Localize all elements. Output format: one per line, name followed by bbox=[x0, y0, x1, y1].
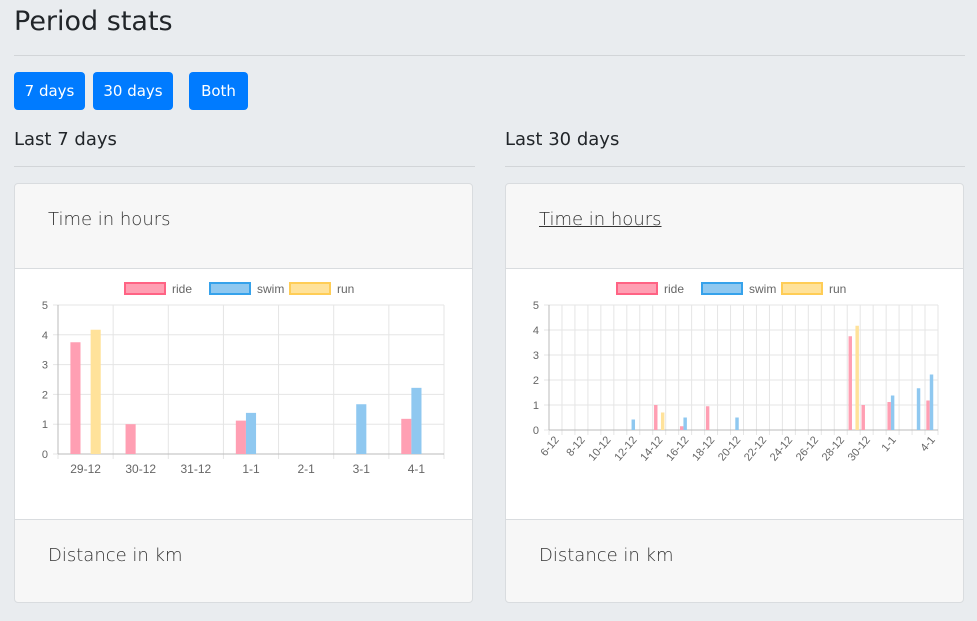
card-header-label: Time in hours bbox=[48, 209, 171, 230]
bar-run bbox=[90, 329, 101, 454]
x-tick-label: 4-1 bbox=[918, 434, 937, 454]
x-tick-label: 31-12 bbox=[181, 462, 212, 476]
legend-label-ride: ride bbox=[664, 282, 684, 296]
y-tick-label: 1 bbox=[42, 419, 48, 431]
7-days-button[interactable]: 7 days bbox=[14, 72, 85, 110]
bar-swim bbox=[631, 419, 636, 430]
legend-swatch-ride bbox=[124, 282, 166, 295]
legend-label-run: run bbox=[337, 282, 354, 296]
x-tick-label: 22-12 bbox=[742, 434, 769, 463]
card-header: Time in hours bbox=[15, 184, 472, 269]
bar-ride bbox=[848, 336, 852, 430]
left-section-divider bbox=[14, 166, 475, 167]
card-header[interactable]: Time in hours bbox=[506, 184, 963, 269]
y-tick-label: 2 bbox=[42, 389, 48, 401]
card-header-link[interactable]: Time in hours bbox=[539, 209, 662, 230]
bar-run bbox=[855, 325, 859, 430]
x-tick-label: 16-12 bbox=[664, 434, 691, 463]
legend-label-swim: swim bbox=[749, 282, 776, 296]
y-tick-label: 0 bbox=[533, 425, 539, 437]
bar-swim bbox=[890, 395, 895, 430]
y-tick-label: 4 bbox=[42, 330, 48, 342]
legend-label-swim: swim bbox=[257, 282, 284, 296]
bar-ride bbox=[887, 402, 891, 430]
30-days-button[interactable]: 30 days bbox=[93, 72, 173, 110]
bar-ride bbox=[235, 420, 246, 454]
page-title: Period stats bbox=[14, 6, 173, 37]
bar-ride bbox=[125, 424, 136, 454]
bar-ride bbox=[926, 400, 930, 430]
y-tick-label: 2 bbox=[533, 375, 539, 387]
x-tick-label: 30-12 bbox=[846, 434, 873, 463]
y-tick-label: 1 bbox=[533, 400, 539, 412]
last-30-days-heading: Last 30 days bbox=[505, 129, 620, 150]
card-footer-label: Distance in km bbox=[48, 545, 183, 566]
legend-swatch-run bbox=[289, 282, 331, 295]
x-tick-label: 30-12 bbox=[125, 462, 156, 476]
legend-swatch-swim bbox=[701, 282, 743, 295]
last-7-days-heading: Last 7 days bbox=[14, 129, 117, 150]
time-card-30-days: Time in hours 0 1 2 3 4 5 6-12 8-12 10-12 12-12 14… bbox=[505, 183, 964, 603]
bar-swim bbox=[916, 388, 921, 430]
x-tick-label: 24-12 bbox=[768, 434, 795, 463]
y-tick-label: 3 bbox=[533, 350, 539, 362]
y-tick-label: 5 bbox=[42, 300, 48, 312]
x-tick-label: 8-12 bbox=[564, 434, 587, 459]
legend-label-ride: ride bbox=[172, 282, 192, 296]
x-tick-label: 18-12 bbox=[690, 434, 717, 463]
legend-label-run: run bbox=[829, 282, 846, 296]
x-tick-label: 26-12 bbox=[794, 434, 821, 463]
time-chart-7-days: 0 1 2 3 4 5 29-12 30-12 31-12 1-1 2-1 3-1 4-1 ride swi… bbox=[42, 282, 445, 476]
bar-swim bbox=[245, 412, 257, 454]
x-tick-label: 1-1 bbox=[879, 434, 898, 454]
legend-swatch-run bbox=[781, 282, 823, 295]
y-tick-label: 3 bbox=[42, 360, 48, 372]
title-divider bbox=[14, 55, 965, 56]
y-tick-label: 4 bbox=[533, 325, 539, 337]
right-section-divider bbox=[505, 166, 965, 167]
x-tick-label: 14-12 bbox=[638, 434, 665, 463]
both-button[interactable]: Both bbox=[189, 72, 248, 110]
bar-run bbox=[660, 412, 665, 430]
y-tick-label: 5 bbox=[533, 300, 539, 312]
time-card-7-days: Time in hours 0 1 2 3 4 5 29-12 30-12 31-12 1-1 2-… bbox=[14, 183, 473, 603]
x-tick-label: 6-12 bbox=[538, 434, 561, 459]
card-body: 0 1 2 3 4 5 6-12 8-12 10-12 12-12 14-12 16-12 18-12 2… bbox=[506, 269, 963, 519]
bar-ride bbox=[401, 418, 412, 454]
bar-ride bbox=[654, 405, 658, 430]
x-tick-label: 1-1 bbox=[242, 462, 260, 476]
card-footer[interactable]: Distance in km bbox=[15, 519, 472, 602]
bar-ride bbox=[679, 426, 684, 430]
x-tick-label: 10-12 bbox=[586, 434, 613, 463]
bar-swim bbox=[683, 417, 687, 430]
x-tick-label: 28-12 bbox=[820, 434, 847, 463]
bar-ride bbox=[70, 342, 81, 454]
bar-swim bbox=[735, 417, 739, 430]
legend-swatch-swim bbox=[209, 282, 251, 295]
legend-swatch-ride bbox=[616, 282, 658, 295]
bar-swim bbox=[356, 404, 367, 454]
bar-swim bbox=[929, 374, 934, 430]
card-footer[interactable]: Distance in km bbox=[506, 519, 963, 602]
x-tick-label: 29-12 bbox=[70, 462, 101, 476]
card-body: 0 1 2 3 4 5 29-12 30-12 31-12 1-1 2-1 3-1 4-1 ride swi… bbox=[15, 269, 472, 519]
card-footer-label: Distance in km bbox=[539, 545, 674, 566]
x-tick-label: 20-12 bbox=[716, 434, 743, 463]
x-tick-label: 4-1 bbox=[408, 462, 426, 476]
x-tick-label: 3-1 bbox=[353, 462, 371, 476]
bar-ride bbox=[861, 405, 865, 430]
x-tick-label: 2-1 bbox=[297, 462, 315, 476]
y-tick-label: 0 bbox=[42, 449, 48, 461]
bar-ride bbox=[705, 406, 710, 430]
bar-swim bbox=[411, 387, 422, 454]
x-tick-label: 12-12 bbox=[612, 434, 639, 463]
